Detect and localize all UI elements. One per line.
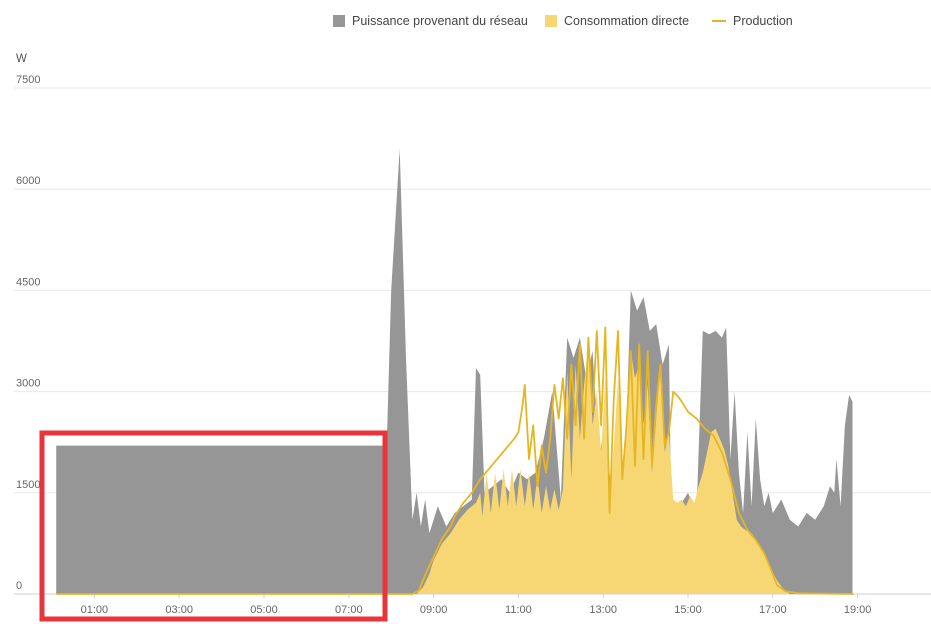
- legend-item-production[interactable]: Production: [712, 14, 793, 28]
- x-tick-label-07:00: 07:00: [335, 604, 363, 616]
- legend-label-production: Production: [733, 14, 793, 28]
- legend-item-direct-consumption[interactable]: Consommation directe: [545, 14, 689, 28]
- series-line-production: [56, 326, 854, 595]
- legend-item-grid-power[interactable]: Puissance provenant du réseau: [333, 14, 528, 28]
- y-tick-label-3000: 3000: [16, 378, 40, 390]
- x-tick-label-15:00: 15:00: [674, 604, 702, 616]
- series-area-direct-consumption: [416, 344, 790, 594]
- x-tick-label-19:00: 19:00: [844, 604, 872, 616]
- y-tick-label-6000: 6000: [16, 175, 40, 187]
- x-tick-label-01:00: 01:00: [81, 604, 109, 616]
- y-axis-unit-label: W: [16, 53, 27, 65]
- legend-label-grid-power: Puissance provenant du réseau: [352, 14, 528, 28]
- legend-label-direct-consumption: Consommation directe: [564, 14, 690, 28]
- x-tick-label-09:00: 09:00: [420, 604, 448, 616]
- y-tick-label-0: 0: [16, 580, 22, 592]
- y-tick-label-7500: 7500: [16, 74, 40, 86]
- x-tick-label-11:00: 11:00: [505, 604, 532, 616]
- highlight-box: [39, 430, 388, 622]
- x-tick-label-03:00: 03:00: [165, 604, 193, 616]
- y-tick-label-4500: 4500: [16, 276, 40, 288]
- y-tick-label-1500: 1500: [16, 479, 40, 491]
- legend-swatch-direct-consumption: [545, 15, 557, 27]
- x-tick-label-05:00: 05:00: [250, 604, 278, 616]
- x-tick-label-13:00: 13:00: [589, 604, 617, 616]
- legend-swatch-production: [712, 20, 726, 22]
- legend-swatch-grid-power: [333, 15, 345, 27]
- x-tick-label-17:00: 17:00: [759, 604, 787, 616]
- chart-legend: Puissance provenant du réseau Consommati…: [0, 14, 931, 34]
